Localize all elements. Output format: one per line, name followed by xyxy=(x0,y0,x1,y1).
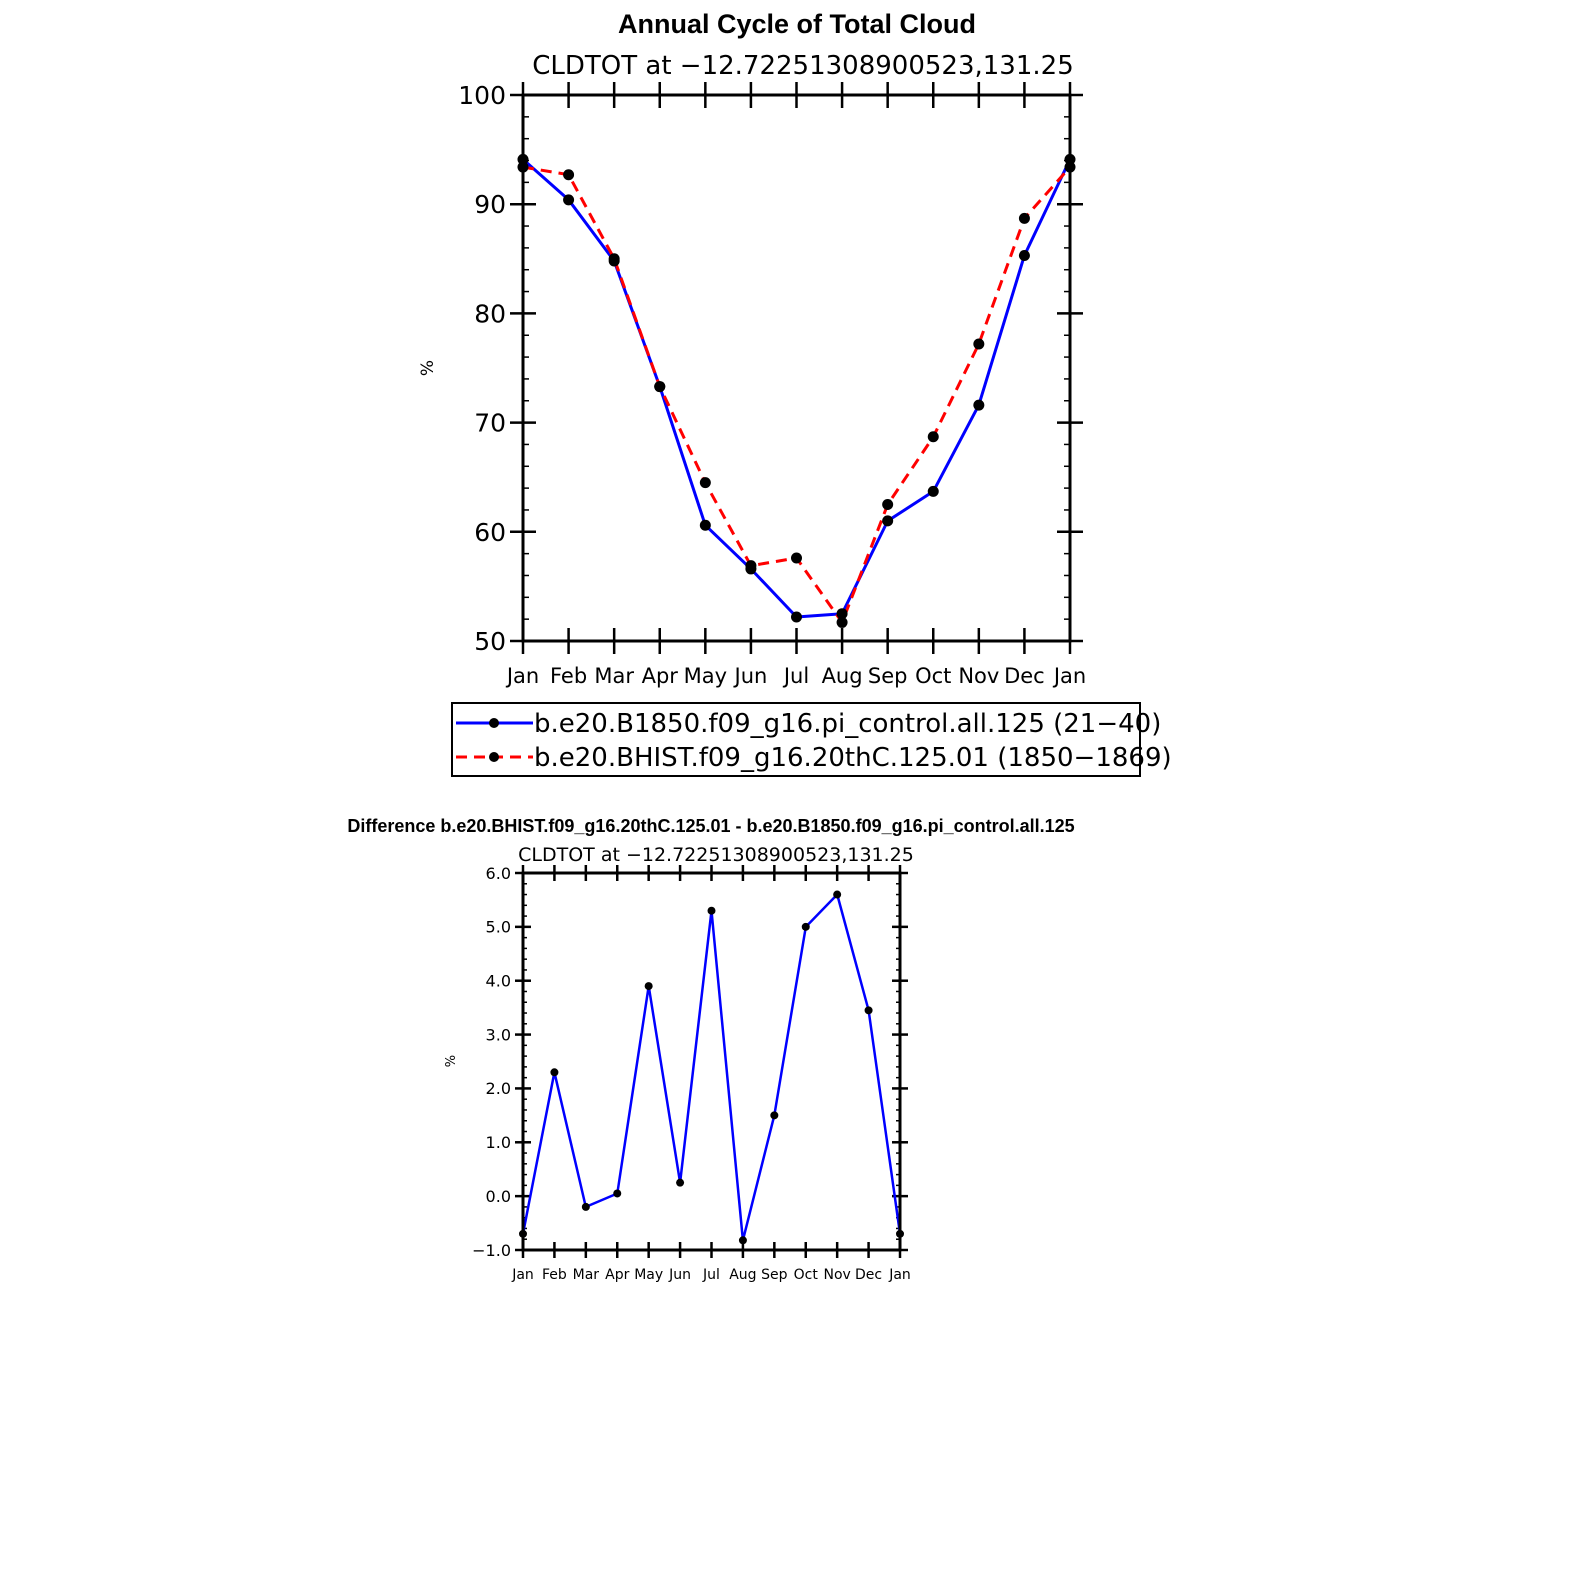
data-point-series-2 xyxy=(699,477,711,489)
data-point-series-1 xyxy=(833,890,842,899)
legend-marker-control xyxy=(489,718,499,728)
x-tick-label: Jan xyxy=(888,1267,911,1283)
y-tick-label: 0.0 xyxy=(486,1187,511,1206)
difference-subtitle: CLDTOT at −12.72251308900523,131.25 xyxy=(518,844,914,866)
data-point-series-1 xyxy=(1018,250,1030,262)
data-point-series-2 xyxy=(791,552,802,564)
data-point-series-1 xyxy=(973,399,985,411)
x-tick-label: May xyxy=(634,1267,663,1283)
data-point-series-2 xyxy=(836,616,848,628)
data-point-series-2 xyxy=(927,431,939,443)
data-point-series-1 xyxy=(550,1068,559,1077)
x-tick-label: Aug xyxy=(729,1267,756,1283)
legend-label-control: b.e20.B1850.f09_g16.pi_control.all.125 (… xyxy=(534,709,1161,739)
chart-title: Annual Cycle of Total Cloud xyxy=(618,9,976,39)
x-tick-label: Aug xyxy=(822,664,863,688)
x-tick-label: Oct xyxy=(794,1267,819,1283)
y-tick-label: 6.0 xyxy=(486,864,511,883)
data-point-series-1 xyxy=(738,1236,747,1245)
x-tick-label: Feb xyxy=(550,664,587,688)
data-point-series-2 xyxy=(1018,212,1030,224)
legend-marker-hist xyxy=(489,752,499,762)
data-point-series-1 xyxy=(644,982,653,991)
chart-subtitle: CLDTOT at −12.72251308900523,131.25 xyxy=(532,51,1074,81)
y-tick-label: 70 xyxy=(474,409,506,438)
data-point-series-1 xyxy=(864,1006,873,1015)
y-tick-label: 60 xyxy=(474,518,506,547)
y-tick-label: 1.0 xyxy=(486,1133,511,1152)
data-point-series-1 xyxy=(676,1178,685,1187)
data-point-series-1 xyxy=(613,1189,622,1198)
y-tick-label: 100 xyxy=(458,81,506,110)
data-point-series-2 xyxy=(608,253,620,265)
x-tick-label: Sep xyxy=(761,1267,788,1283)
data-point-series-1 xyxy=(801,922,810,931)
plot-frame xyxy=(521,93,1072,643)
series-line-1 xyxy=(522,158,1072,619)
y-tick-label: 90 xyxy=(474,190,506,219)
data-point-series-1 xyxy=(707,906,716,915)
x-tick-label: Dec xyxy=(855,1267,882,1283)
data-point-series-2 xyxy=(973,338,985,350)
x-tick-label: Jun xyxy=(668,1267,691,1283)
data-point-series-1 xyxy=(770,1111,779,1120)
annual-cycle-chart: Annual Cycle of Total Cloud CLDTOT at −1… xyxy=(418,9,1172,777)
x-tick-label: Jan xyxy=(511,1267,534,1283)
x-tick-label: Mar xyxy=(594,664,634,688)
x-tick-label: Dec xyxy=(1004,664,1045,688)
legend-entry-hist: b.e20.BHIST.f09_g16.20thC.125.01 (1850−1… xyxy=(456,743,1172,773)
difference-y-axis-label: % xyxy=(444,1055,459,1067)
legend-box xyxy=(451,702,1141,777)
data-point-series-1 xyxy=(581,1202,590,1211)
x-tick-label: Jun xyxy=(733,664,768,688)
legend-entry-control: b.e20.B1850.f09_g16.pi_control.all.125 (… xyxy=(456,709,1161,739)
data-point-series-1 xyxy=(699,519,711,531)
x-tick-label: Jan xyxy=(1052,664,1086,688)
x-tick-label: Jul xyxy=(782,664,809,688)
x-tick-label: Apr xyxy=(605,1267,629,1283)
data-point-series-1 xyxy=(927,485,939,497)
x-tick-label: Apr xyxy=(642,664,679,688)
y-tick-label: 80 xyxy=(474,299,506,328)
legend: b.e20.B1850.f09_g16.pi_control.all.125 (… xyxy=(451,702,1172,777)
x-tick-label: Sep xyxy=(868,664,908,688)
data-point-series-1 xyxy=(791,611,802,623)
data-point-series-2 xyxy=(745,560,757,572)
series-line-1 xyxy=(521,893,902,1242)
x-tick-label: Nov xyxy=(824,1267,851,1283)
x-tick-label: Oct xyxy=(915,664,951,688)
difference-chart: Difference b.e20.BHIST.f09_g16.20thC.125… xyxy=(347,816,1074,1283)
data-point-series-1 xyxy=(836,608,848,620)
data-point-series-1 xyxy=(563,194,575,206)
difference-title: Difference b.e20.BHIST.f09_g16.20thC.125… xyxy=(347,816,1074,836)
data-point-series-2 xyxy=(882,499,894,510)
data-point-series-2 xyxy=(563,169,575,181)
x-tick-label: Jan xyxy=(505,664,539,688)
y-tick-label: 3.0 xyxy=(486,1025,511,1044)
legend-label-hist: b.e20.BHIST.f09_g16.20thC.125.01 (1850−1… xyxy=(534,743,1172,773)
x-tick-label: Mar xyxy=(573,1267,600,1283)
y-axis-label: % xyxy=(418,360,438,376)
y-tick-label: 2.0 xyxy=(486,1079,511,1098)
data-point-series-1 xyxy=(882,515,894,527)
y-tick-label: 5.0 xyxy=(486,918,511,937)
x-tick-label: May xyxy=(684,664,727,688)
y-tick-label: 4.0 xyxy=(486,971,511,990)
difference-plot-frame xyxy=(521,871,902,1252)
y-tick-label: −1.0 xyxy=(472,1241,511,1260)
x-tick-label: Nov xyxy=(958,664,999,688)
data-point-series-2 xyxy=(654,381,666,393)
x-tick-label: Feb xyxy=(542,1267,567,1283)
y-tick-label: 50 xyxy=(474,627,506,656)
x-tick-label: Jul xyxy=(702,1267,720,1283)
